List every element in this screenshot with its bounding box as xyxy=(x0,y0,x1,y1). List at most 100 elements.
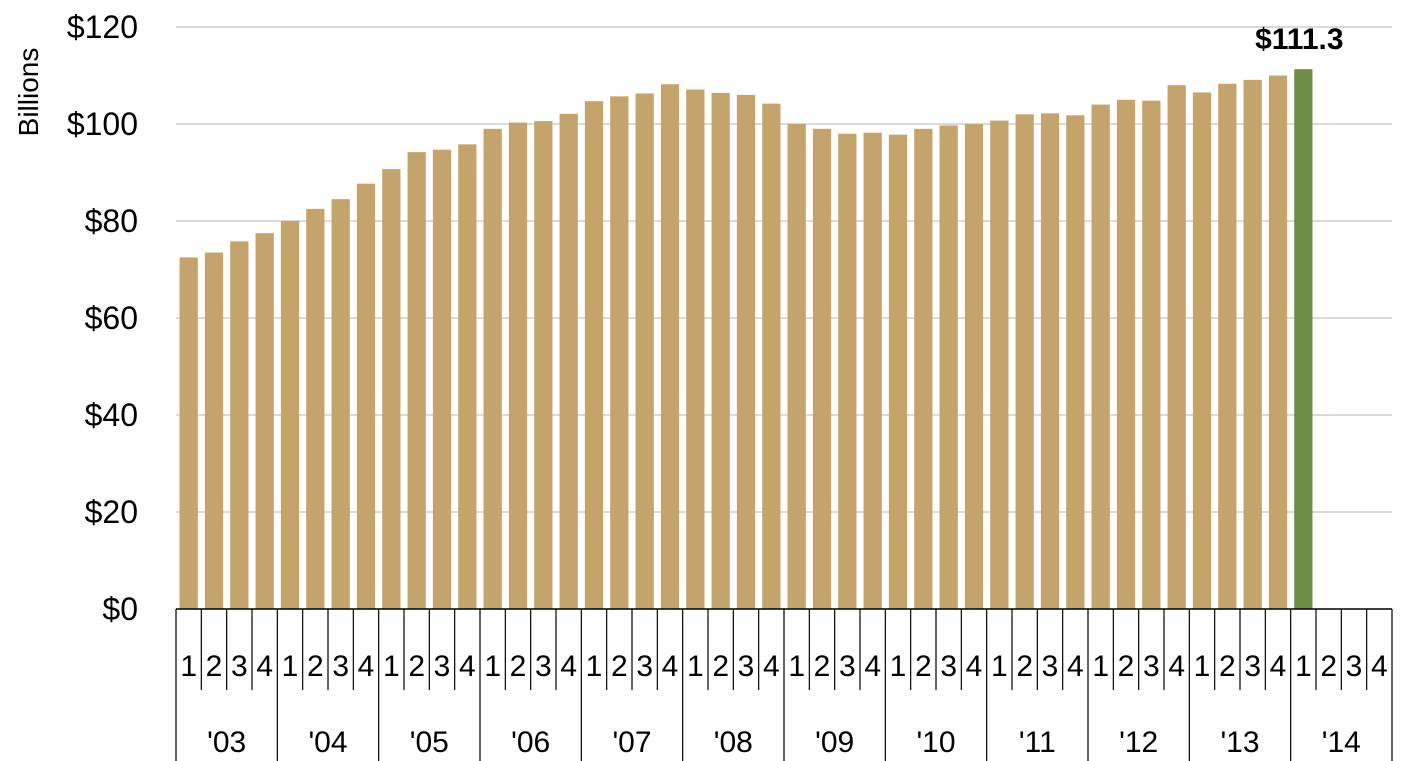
quarter-tick-label: 1 xyxy=(1092,650,1109,683)
year-tick-label: '14 xyxy=(1322,726,1361,759)
y-tick-label: $40 xyxy=(85,397,138,433)
highlight-value-label: $111.3 xyxy=(1255,23,1343,56)
bars xyxy=(179,69,1313,610)
bar xyxy=(635,93,654,609)
quarter-tick-label: 2 xyxy=(307,650,324,683)
bar xyxy=(458,144,477,609)
quarter-tick-label: 2 xyxy=(814,650,831,683)
bar xyxy=(255,233,274,609)
quarter-tick-label: 1 xyxy=(1194,650,1211,683)
bar xyxy=(1192,92,1212,610)
y-tick-label: $80 xyxy=(85,203,138,239)
y-axis-label: Billions xyxy=(13,48,44,137)
year-tick-label: '04 xyxy=(308,726,347,759)
quarter-tick-label: 2 xyxy=(1320,650,1337,683)
bar xyxy=(356,183,376,609)
quarter-tick-label: 2 xyxy=(915,650,932,683)
bar xyxy=(280,221,300,609)
bar xyxy=(939,125,958,609)
bar xyxy=(331,199,350,610)
bar xyxy=(838,133,857,609)
bar xyxy=(230,241,249,609)
bar xyxy=(179,257,198,609)
y-axis-ticks: $0 $20 $40 $60 $80 $100 $120 xyxy=(67,9,138,627)
bar xyxy=(610,96,629,610)
quarter-tick-label: 4 xyxy=(662,650,679,683)
y-tick-label: $100 xyxy=(67,106,138,142)
quarter-tick-label: 1 xyxy=(180,650,197,683)
y-tick-label: $20 xyxy=(85,494,138,530)
quarter-tick-label: 1 xyxy=(687,650,704,683)
bar xyxy=(736,94,756,609)
highlight-bar xyxy=(1294,69,1313,609)
bar xyxy=(382,169,401,610)
gridlines xyxy=(176,26,1392,513)
quarter-tick-label: 2 xyxy=(1016,650,1033,683)
quarter-tick-label: 3 xyxy=(940,650,957,683)
bar xyxy=(508,122,528,610)
bar xyxy=(1066,115,1085,610)
quarter-tick-label: 4 xyxy=(1168,650,1185,683)
bar xyxy=(1268,75,1288,609)
year-tick-label: '11 xyxy=(1019,726,1056,759)
y-tick-label: $120 xyxy=(67,9,138,45)
bar xyxy=(888,134,908,610)
bar xyxy=(204,252,224,609)
quarter-tick-label: 3 xyxy=(636,650,653,683)
bar xyxy=(812,128,832,609)
quarter-tick-label: 4 xyxy=(763,650,780,683)
quarter-tick-label: 2 xyxy=(510,650,527,683)
quarter-tick-label: 2 xyxy=(408,650,425,683)
quarter-tick-label: 1 xyxy=(890,650,907,683)
quarter-tick-label: 4 xyxy=(966,650,983,683)
quarter-tick-label: 3 xyxy=(1042,650,1059,683)
bar xyxy=(534,121,553,609)
quarter-tick-label: 4 xyxy=(358,650,375,683)
bar xyxy=(483,128,502,609)
bar xyxy=(1218,83,1237,610)
bar xyxy=(964,124,984,609)
year-tick-label: '09 xyxy=(815,726,854,759)
quarter-tick-label: 3 xyxy=(1244,650,1261,683)
quarter-tick-label: 1 xyxy=(788,650,805,683)
bar xyxy=(990,120,1009,609)
quarter-tick-label: 4 xyxy=(1371,650,1388,683)
y-tick-label: $0 xyxy=(102,591,138,627)
quarter-tick-label: 2 xyxy=(1118,650,1135,683)
year-tick-label: '05 xyxy=(410,726,449,759)
quarter-tick-label: 2 xyxy=(712,650,729,683)
bar xyxy=(660,84,680,610)
y-tick-label: $60 xyxy=(85,300,138,336)
quarter-tick-label: 1 xyxy=(1295,650,1312,683)
year-tick-label: '06 xyxy=(511,726,550,759)
quarter-tick-label: 3 xyxy=(231,650,248,683)
quarter-tick-label: 4 xyxy=(560,650,577,683)
year-tick-label: '12 xyxy=(1119,726,1158,759)
quarter-tick-label: 3 xyxy=(839,650,856,683)
bar xyxy=(584,101,604,609)
quarter-tick-label: 1 xyxy=(282,650,299,683)
quarter-tick-label: 2 xyxy=(1219,650,1236,683)
year-tick-label: '03 xyxy=(207,726,246,759)
year-tick-label: '13 xyxy=(1220,726,1259,759)
quarter-tick-label: 4 xyxy=(1270,650,1287,683)
bar xyxy=(686,89,705,609)
quarter-tick-label: 3 xyxy=(332,650,349,683)
year-tick-label: '08 xyxy=(714,726,753,759)
bar xyxy=(407,152,426,609)
bar xyxy=(1243,79,1262,610)
quarter-tick-label: 3 xyxy=(1143,650,1160,683)
bar xyxy=(1167,85,1186,609)
bar xyxy=(432,149,452,609)
quarter-tick-label: 3 xyxy=(434,650,451,683)
bar xyxy=(787,124,806,609)
bar xyxy=(306,208,325,609)
quarter-tick-label: 3 xyxy=(535,650,552,683)
year-tick-label: '07 xyxy=(612,726,651,759)
quarter-tick-label: 2 xyxy=(206,650,223,683)
bar xyxy=(1116,99,1136,609)
quarter-tick-label: 4 xyxy=(459,650,476,683)
quarter-tick-label: 2 xyxy=(611,650,628,683)
